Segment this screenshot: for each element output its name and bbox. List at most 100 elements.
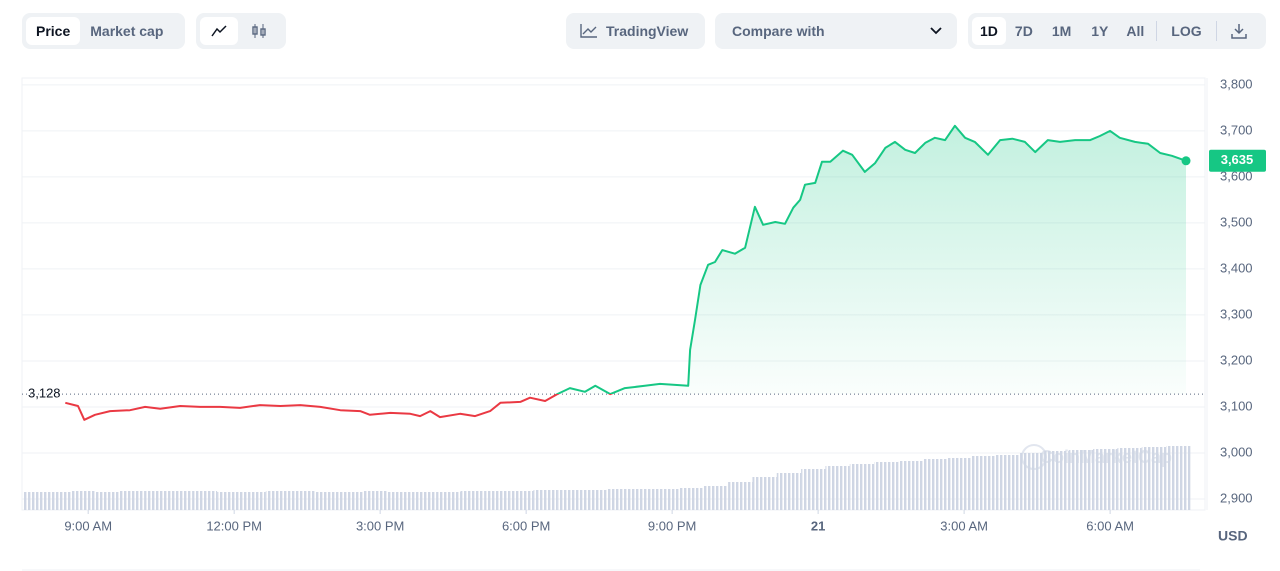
volume-bar xyxy=(22,492,47,510)
volume-bar xyxy=(679,488,704,510)
last-price-label: 3,635 xyxy=(1221,152,1254,167)
volume-bar xyxy=(1141,447,1167,510)
volume-bar xyxy=(630,489,656,510)
volume-bar xyxy=(533,490,558,510)
separator xyxy=(1156,21,1158,41)
area-fill xyxy=(557,125,1187,395)
volume-bar xyxy=(849,464,875,510)
volume-bar xyxy=(1117,448,1142,510)
volume-bar xyxy=(557,490,583,510)
compare-select[interactable]: Compare with xyxy=(715,13,957,49)
line-style-button[interactable] xyxy=(200,17,238,45)
volume-bar xyxy=(338,492,364,510)
price-tab[interactable]: Price xyxy=(26,17,81,45)
volume-bar xyxy=(95,492,120,510)
volume-bar xyxy=(995,455,1021,510)
view-toggle: Price Market cap xyxy=(22,13,185,49)
volume-bar xyxy=(1093,449,1118,510)
volume-bar xyxy=(46,492,72,510)
candle-icon xyxy=(252,24,266,38)
tradingview-label: TradingView xyxy=(606,23,689,39)
volume-bar xyxy=(655,489,680,510)
watermark: CoinMarketCap xyxy=(1040,447,1172,467)
volume-bar xyxy=(606,489,631,510)
watermark-logo xyxy=(1021,444,1047,470)
volume-bar xyxy=(898,461,923,510)
x-tick-label: 3:00 AM xyxy=(940,518,988,533)
y-tick-label: 3,600 xyxy=(1220,168,1253,183)
range-button[interactable]: 7D xyxy=(1014,23,1033,39)
volume-bar xyxy=(363,491,388,510)
range-button[interactable]: All xyxy=(1126,23,1145,39)
volume-bar xyxy=(217,492,242,510)
candle-style-button[interactable] xyxy=(238,17,280,45)
market-cap-tab[interactable]: Market cap xyxy=(90,23,164,39)
y-tick-label: 3,300 xyxy=(1220,306,1253,321)
y-tick-label: 3,100 xyxy=(1220,398,1253,413)
volume-bar xyxy=(703,486,729,510)
y-tick-label: 3,700 xyxy=(1220,122,1253,137)
volume-bar xyxy=(241,492,266,510)
last-price-badge xyxy=(1209,149,1266,172)
y-tick-label: 3,800 xyxy=(1220,76,1253,91)
y-tick-label: 3,200 xyxy=(1220,352,1253,367)
chart-style-toggle xyxy=(196,13,286,49)
line-icon xyxy=(211,25,227,37)
volume-bar xyxy=(265,491,291,510)
chevron-icon xyxy=(930,27,942,35)
y-tick-label: 2,900 xyxy=(1220,490,1253,505)
log-button[interactable]: LOG xyxy=(1171,23,1202,39)
x-tick-label: 6:00 AM xyxy=(1086,518,1134,533)
range-button[interactable]: 1Y xyxy=(1091,23,1109,39)
compare-label: Compare with xyxy=(732,23,825,39)
volume-bar xyxy=(1044,451,1069,510)
x-tick-label: 9:00 AM xyxy=(64,518,112,533)
volume-bar xyxy=(71,491,96,510)
download-button[interactable] xyxy=(1221,17,1257,45)
volume-bar xyxy=(411,492,437,510)
volume-bar xyxy=(582,490,607,510)
range-selector: 1D 7D 1M 1Y All LOG xyxy=(968,13,1266,49)
range-button[interactable]: 1M xyxy=(1051,23,1072,39)
y-tick-label: 3,000 xyxy=(1220,444,1253,459)
volume-bar xyxy=(947,458,972,510)
volume-bar xyxy=(971,456,996,510)
volume-bar xyxy=(314,492,339,510)
volume-bar xyxy=(168,491,193,510)
volume-bar xyxy=(776,473,802,510)
volume-bar xyxy=(144,491,169,510)
volume-bar xyxy=(1166,446,1191,510)
volume-bar xyxy=(484,491,510,510)
x-tick-label: 9:00 PM xyxy=(648,518,696,533)
x-tick-label: 6:00 PM xyxy=(502,518,550,533)
price-line xyxy=(65,124,1187,421)
volume-bar xyxy=(922,459,948,510)
volume-bar xyxy=(436,492,461,510)
volume-bar xyxy=(801,469,826,510)
range-button[interactable]: 1D xyxy=(972,17,1006,45)
volume-bar xyxy=(509,491,534,510)
tradingview-button[interactable]: TradingView xyxy=(566,13,705,49)
volume-bar xyxy=(387,492,412,510)
volume-bar xyxy=(874,462,899,510)
volume-bar xyxy=(460,491,485,510)
x-tick-label: 21 xyxy=(811,518,825,533)
volume-bar xyxy=(192,491,218,510)
volume-bar xyxy=(825,466,850,510)
volume-bar xyxy=(290,491,315,510)
y-unit: USD xyxy=(1218,528,1248,544)
separator xyxy=(1215,21,1217,41)
baseline-label: 3,128 xyxy=(28,386,61,401)
last-point xyxy=(1181,156,1191,166)
volume-bar xyxy=(752,477,777,510)
tradingview-icon xyxy=(580,24,597,38)
y-tick-label: 3,500 xyxy=(1220,214,1253,229)
volume-bar xyxy=(1068,450,1094,510)
volume-bar xyxy=(728,482,753,510)
x-tick-label: 3:00 PM xyxy=(356,518,404,533)
download-icon xyxy=(1230,24,1247,39)
volume-bar xyxy=(119,491,145,510)
y-tick-label: 3,400 xyxy=(1220,260,1253,275)
